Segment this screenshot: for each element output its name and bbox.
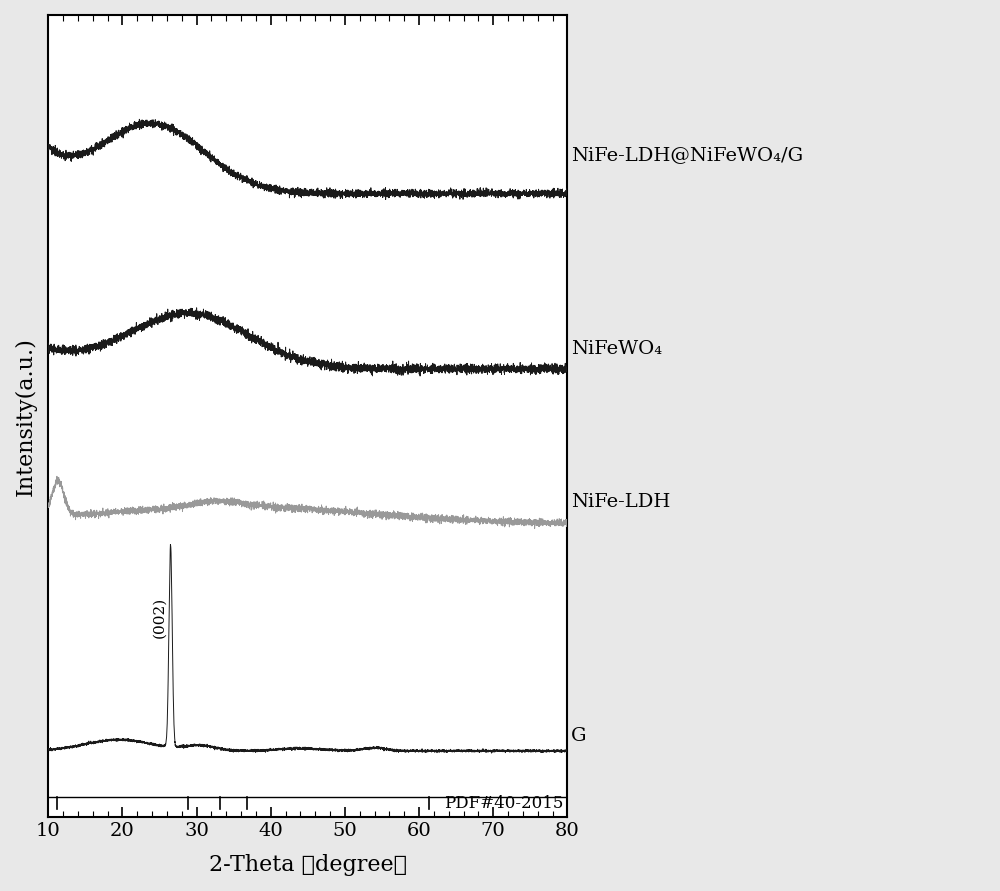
Text: NiFe-LDH@NiFeWO₄/G: NiFe-LDH@NiFeWO₄/G: [571, 146, 803, 165]
Text: NiFe-LDH: NiFe-LDH: [571, 494, 670, 511]
Y-axis label: Intensity(a.u.): Intensity(a.u.): [15, 337, 37, 495]
Text: PDF#40-2015: PDF#40-2015: [444, 795, 564, 812]
Text: NiFeWO₄: NiFeWO₄: [571, 339, 662, 357]
Text: (002): (002): [152, 597, 166, 638]
X-axis label: 2-Theta （degree）: 2-Theta （degree）: [209, 854, 407, 876]
Text: G: G: [571, 727, 587, 746]
